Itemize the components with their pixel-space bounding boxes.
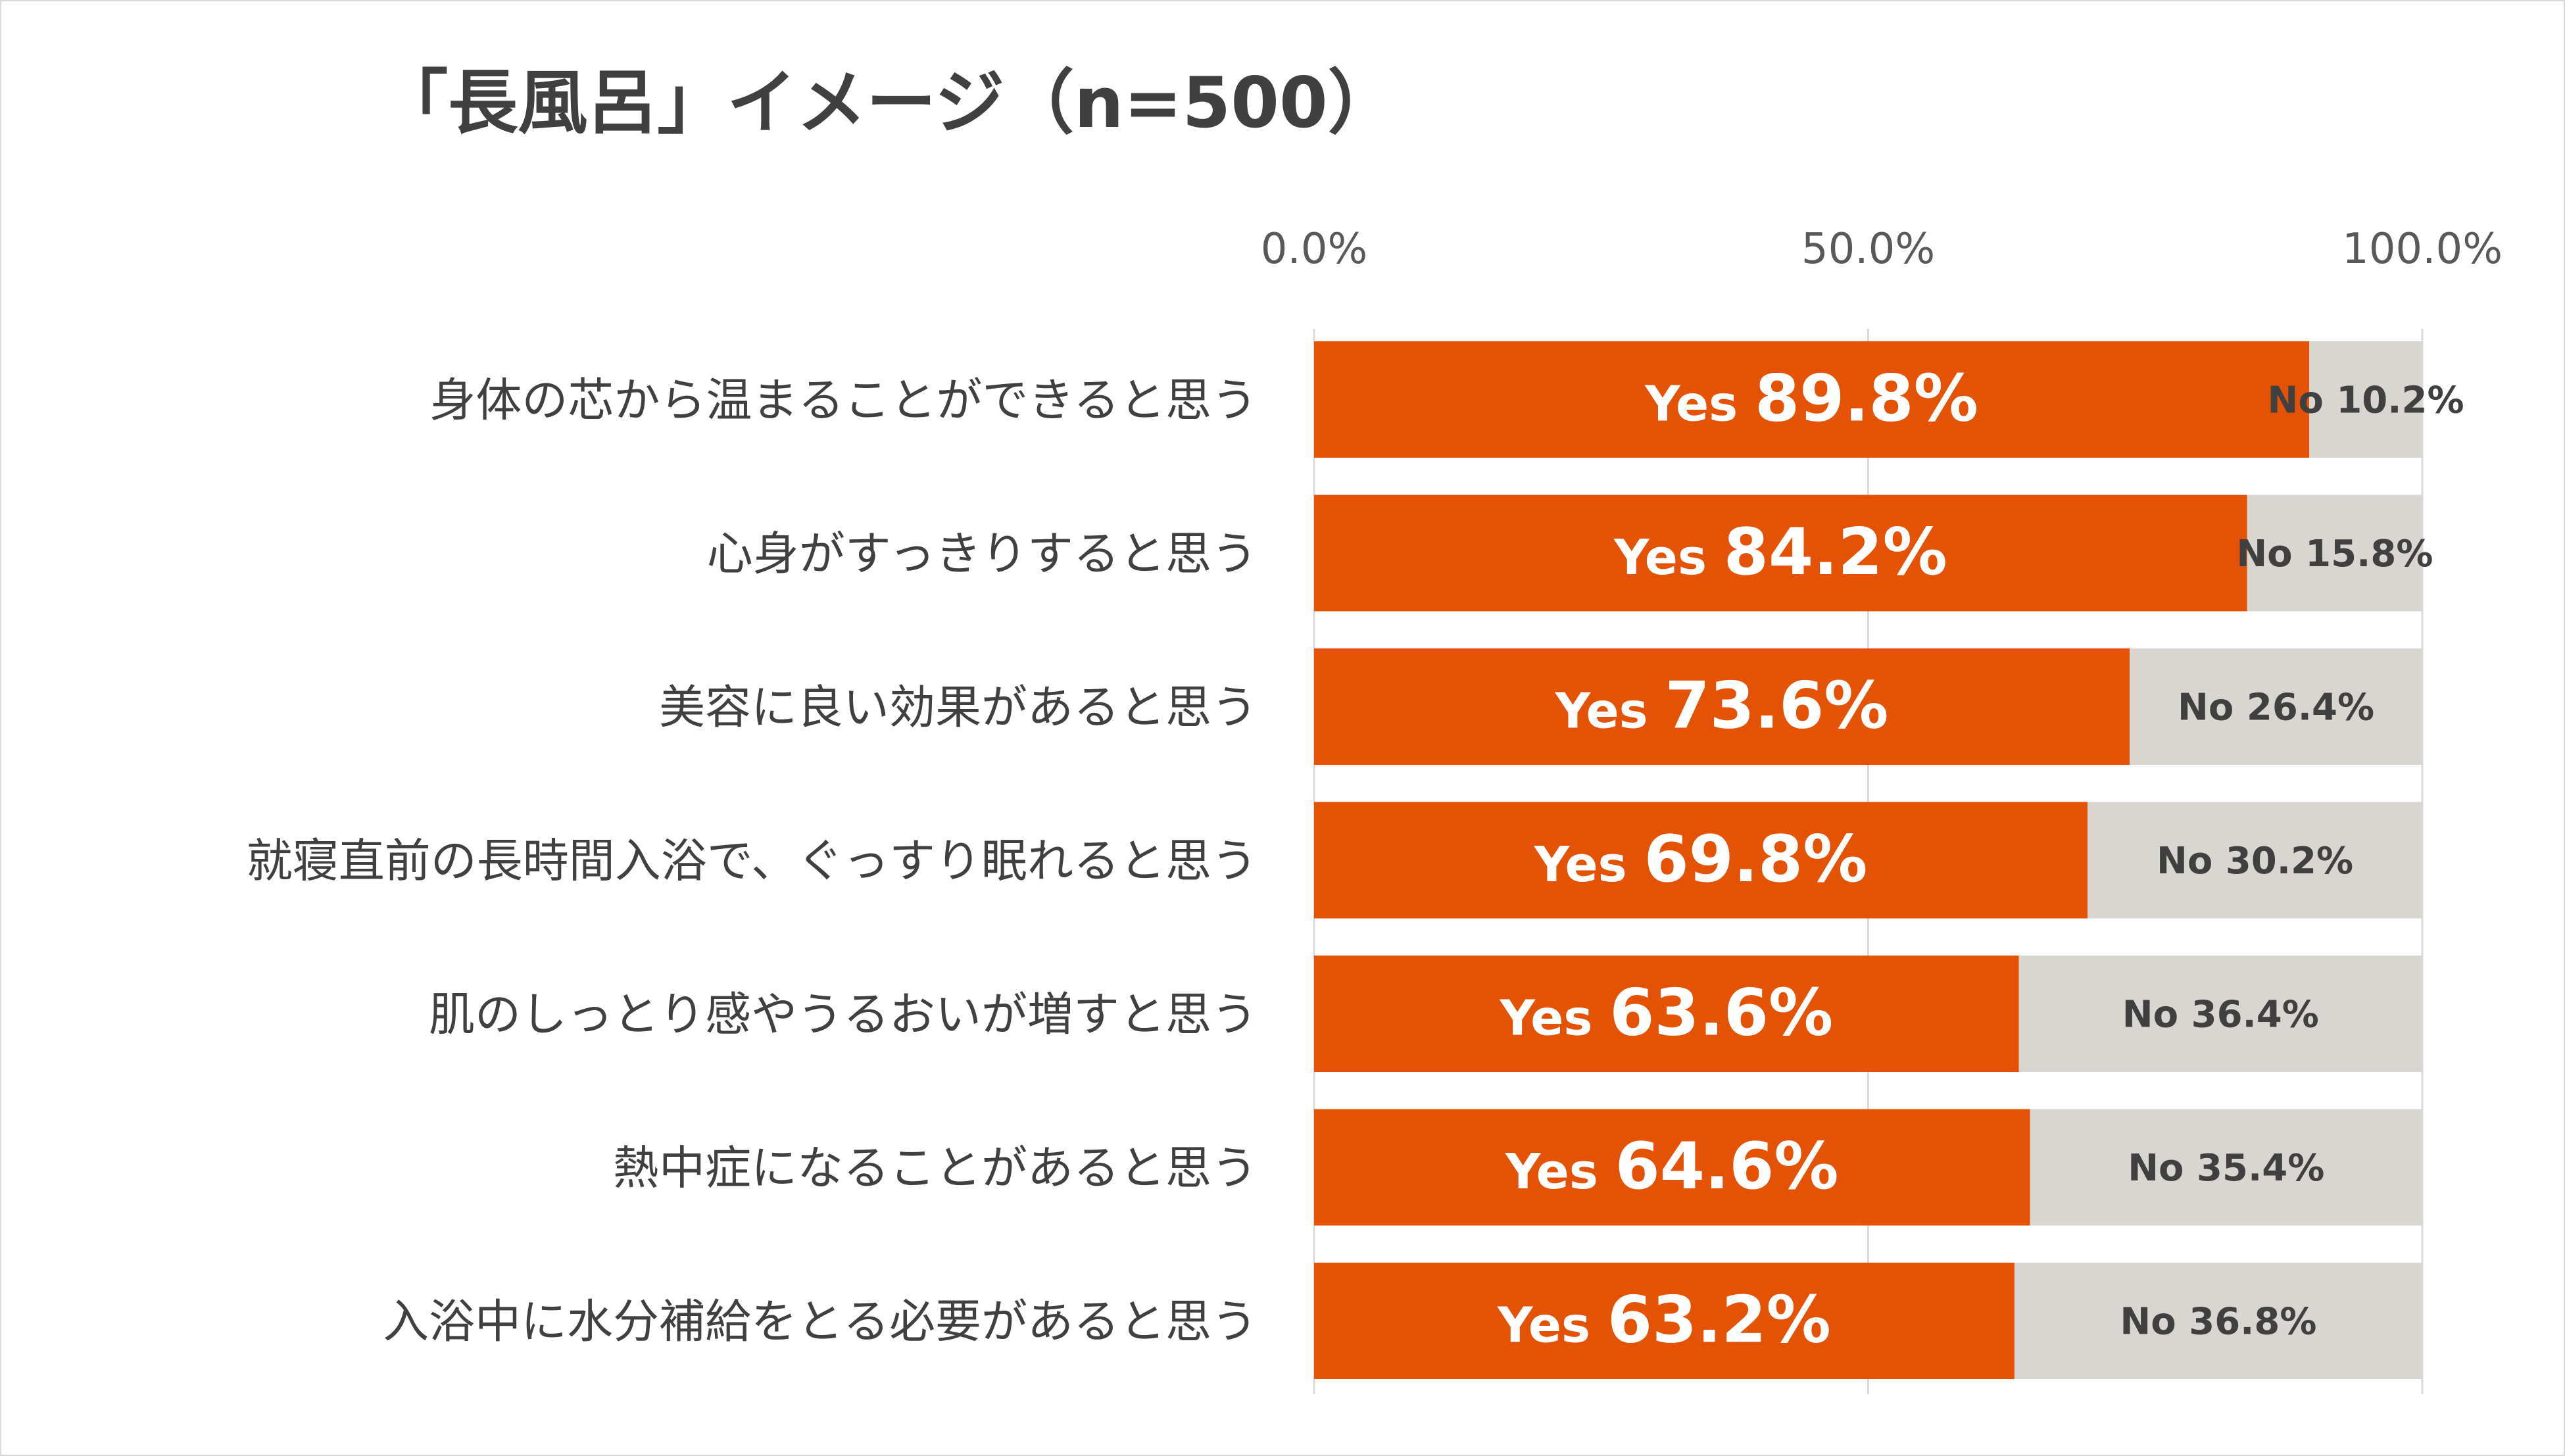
- category-label: 美容に良い効果があると思う: [659, 681, 1258, 735]
- bar-no: [2030, 1109, 2422, 1226]
- bar-yes: [1314, 341, 2310, 458]
- category-label: 入浴中に水分補給をとる必要があると思う: [383, 1295, 1258, 1349]
- data-label-no: No 30.2%: [2157, 840, 2353, 883]
- data-label-yes: Yes 89.8%: [1644, 362, 1978, 437]
- data-label-no: No 36.8%: [2120, 1301, 2316, 1344]
- data-label-yes: Yes 84.2%: [1613, 515, 1947, 590]
- data-label-no: No 35.4%: [2128, 1147, 2324, 1190]
- category-label: 心身がすっきりすると思う: [707, 527, 1258, 581]
- bar-no: [2014, 1263, 2422, 1379]
- bar-no: [2088, 802, 2422, 919]
- data-label-yes: Yes 64.6%: [1505, 1129, 1839, 1204]
- bar-yes: [1314, 648, 2130, 765]
- data-label-no: No 36.4%: [2122, 994, 2319, 1036]
- data-label-yes: Yes 73.6%: [1555, 669, 1889, 744]
- data-label-no: No 15.8%: [2236, 533, 2433, 575]
- bar-yes: [1314, 495, 2247, 612]
- data-label-yes: Yes 69.8%: [1534, 822, 1868, 897]
- data-label-yes: Yes 63.6%: [1499, 976, 1833, 1051]
- x-tick-label: 100.0%: [2342, 225, 2503, 274]
- category-label: 肌のしっとり感やうるおいが増すと思う: [429, 988, 1258, 1042]
- category-label: 身体の芯から温まることができると思う: [429, 374, 1258, 427]
- data-label-no: No 10.2%: [2268, 379, 2464, 422]
- bar-no: [2309, 341, 2422, 458]
- bar-no: [2247, 495, 2422, 612]
- category-label: 就寝直前の長時間入浴で、ぐっすり眠れると思う: [247, 834, 1258, 888]
- bar-no: [2018, 956, 2422, 1072]
- bar-no: [2130, 648, 2422, 765]
- bar-yes: [1314, 1109, 2030, 1226]
- bar-yes: [1314, 956, 2019, 1072]
- category-label: 熱中症になることがあると思う: [613, 1141, 1258, 1195]
- x-tick-label: 0.0%: [1261, 225, 1368, 274]
- bar-yes: [1314, 1263, 2015, 1379]
- bar-yes: [1314, 802, 2088, 919]
- data-label-yes: Yes 63.2%: [1497, 1283, 1831, 1358]
- x-tick-label: 50.0%: [1801, 225, 1935, 274]
- data-label-no: No 26.4%: [2178, 687, 2374, 729]
- chart-title: 「長風呂」イメージ（n=500）: [378, 62, 1398, 143]
